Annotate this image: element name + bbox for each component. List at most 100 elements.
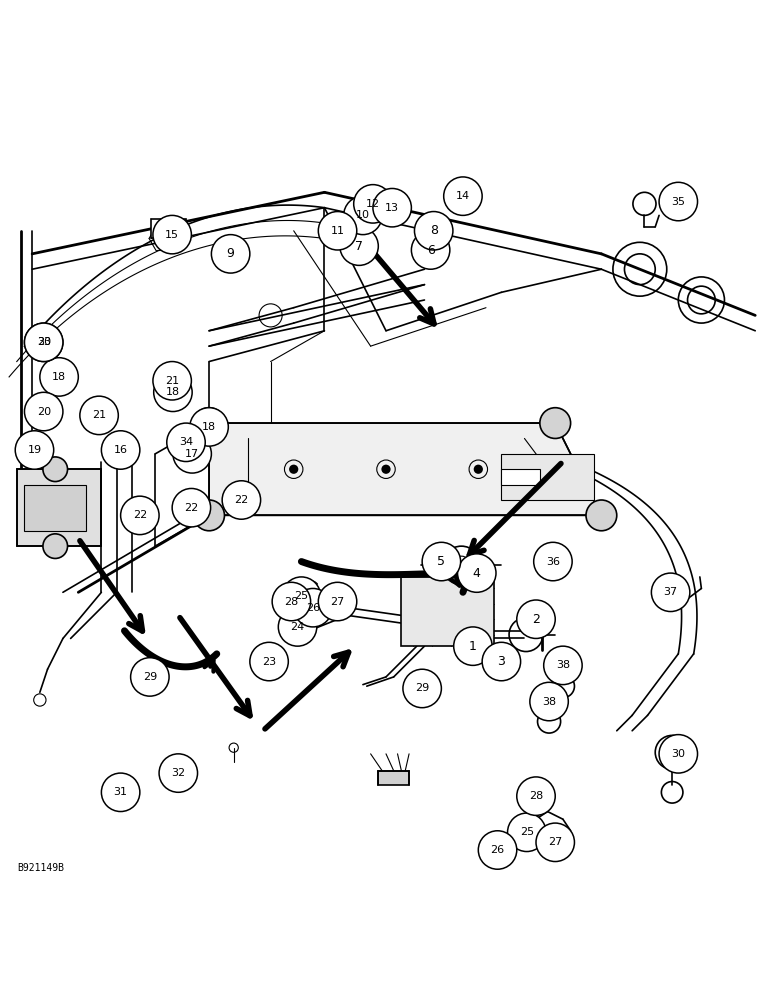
Text: 29: 29 (143, 672, 157, 682)
Circle shape (130, 658, 169, 696)
Circle shape (273, 582, 310, 621)
Circle shape (381, 465, 391, 474)
Text: 22: 22 (133, 510, 147, 520)
Circle shape (194, 500, 225, 531)
Text: 14: 14 (455, 191, 470, 201)
Text: 18: 18 (202, 422, 216, 432)
Bar (501, 454, 594, 500)
Circle shape (190, 408, 229, 446)
Text: 25: 25 (520, 827, 533, 837)
Text: 16: 16 (113, 445, 127, 455)
Text: 27: 27 (548, 837, 562, 847)
Circle shape (25, 392, 63, 431)
Circle shape (43, 457, 67, 482)
Circle shape (659, 735, 698, 773)
Circle shape (444, 177, 482, 215)
Text: 13: 13 (385, 203, 399, 213)
Polygon shape (378, 771, 409, 785)
Text: 20: 20 (36, 337, 51, 347)
Circle shape (474, 465, 483, 474)
Circle shape (530, 682, 568, 721)
Circle shape (541, 795, 554, 808)
Text: 1: 1 (469, 640, 477, 653)
Text: 32: 32 (171, 768, 185, 778)
Text: 23: 23 (262, 657, 276, 667)
Text: 18: 18 (52, 372, 66, 382)
Circle shape (282, 577, 320, 615)
Circle shape (411, 231, 450, 269)
Circle shape (586, 500, 617, 531)
Text: 9: 9 (227, 247, 235, 260)
Polygon shape (17, 469, 101, 546)
Text: 28: 28 (284, 597, 299, 607)
Circle shape (482, 642, 520, 681)
Text: 26: 26 (490, 845, 505, 855)
Text: 35: 35 (672, 197, 686, 207)
Text: 22: 22 (234, 495, 249, 505)
Circle shape (250, 642, 288, 681)
Circle shape (212, 235, 250, 273)
Text: 15: 15 (165, 230, 179, 240)
Bar (151, 219, 186, 238)
Text: 26: 26 (306, 603, 320, 613)
Text: 18: 18 (166, 387, 180, 397)
Text: 17: 17 (185, 449, 199, 459)
Circle shape (159, 754, 198, 792)
Circle shape (318, 212, 357, 250)
Text: 38: 38 (542, 697, 556, 707)
Text: 25: 25 (294, 591, 309, 601)
Polygon shape (209, 423, 601, 515)
Circle shape (40, 358, 78, 396)
Text: 34: 34 (179, 437, 193, 447)
Circle shape (415, 212, 453, 250)
Circle shape (479, 831, 516, 869)
Circle shape (43, 534, 67, 558)
Circle shape (167, 423, 205, 462)
Text: 21: 21 (92, 410, 106, 420)
Circle shape (25, 323, 63, 362)
Text: 22: 22 (185, 503, 198, 513)
Circle shape (373, 188, 411, 227)
Circle shape (340, 227, 378, 265)
Circle shape (222, 481, 261, 519)
Text: 8: 8 (430, 224, 438, 237)
Bar (25, 485, 86, 531)
Circle shape (194, 408, 225, 438)
Circle shape (293, 588, 332, 627)
Text: 11: 11 (330, 226, 344, 236)
Text: 10: 10 (356, 210, 370, 220)
Text: 36: 36 (546, 557, 560, 567)
Text: 12: 12 (366, 199, 380, 209)
Circle shape (318, 582, 357, 621)
Text: 3: 3 (497, 655, 506, 668)
Circle shape (652, 573, 690, 612)
Text: 5: 5 (438, 555, 445, 568)
Circle shape (458, 554, 496, 592)
Circle shape (101, 773, 140, 812)
Circle shape (153, 215, 191, 254)
Text: 37: 37 (664, 587, 678, 597)
Circle shape (80, 396, 118, 435)
Text: 4: 4 (472, 567, 481, 580)
Circle shape (659, 182, 698, 221)
Circle shape (533, 542, 572, 581)
Text: 29: 29 (415, 683, 429, 693)
Circle shape (344, 196, 382, 235)
Circle shape (101, 431, 140, 469)
Circle shape (540, 408, 571, 438)
Bar (401, 577, 493, 646)
Circle shape (516, 600, 555, 638)
Circle shape (516, 777, 555, 815)
Text: 30: 30 (672, 749, 686, 759)
Text: 28: 28 (529, 791, 543, 801)
Text: 33: 33 (37, 337, 51, 347)
Text: 19: 19 (27, 445, 42, 455)
Circle shape (289, 465, 298, 474)
Text: 31: 31 (113, 787, 127, 797)
Circle shape (536, 823, 574, 862)
Circle shape (354, 185, 392, 223)
Text: 27: 27 (330, 597, 344, 607)
Text: 20: 20 (36, 407, 51, 417)
Text: 6: 6 (427, 244, 435, 257)
Circle shape (279, 608, 317, 646)
